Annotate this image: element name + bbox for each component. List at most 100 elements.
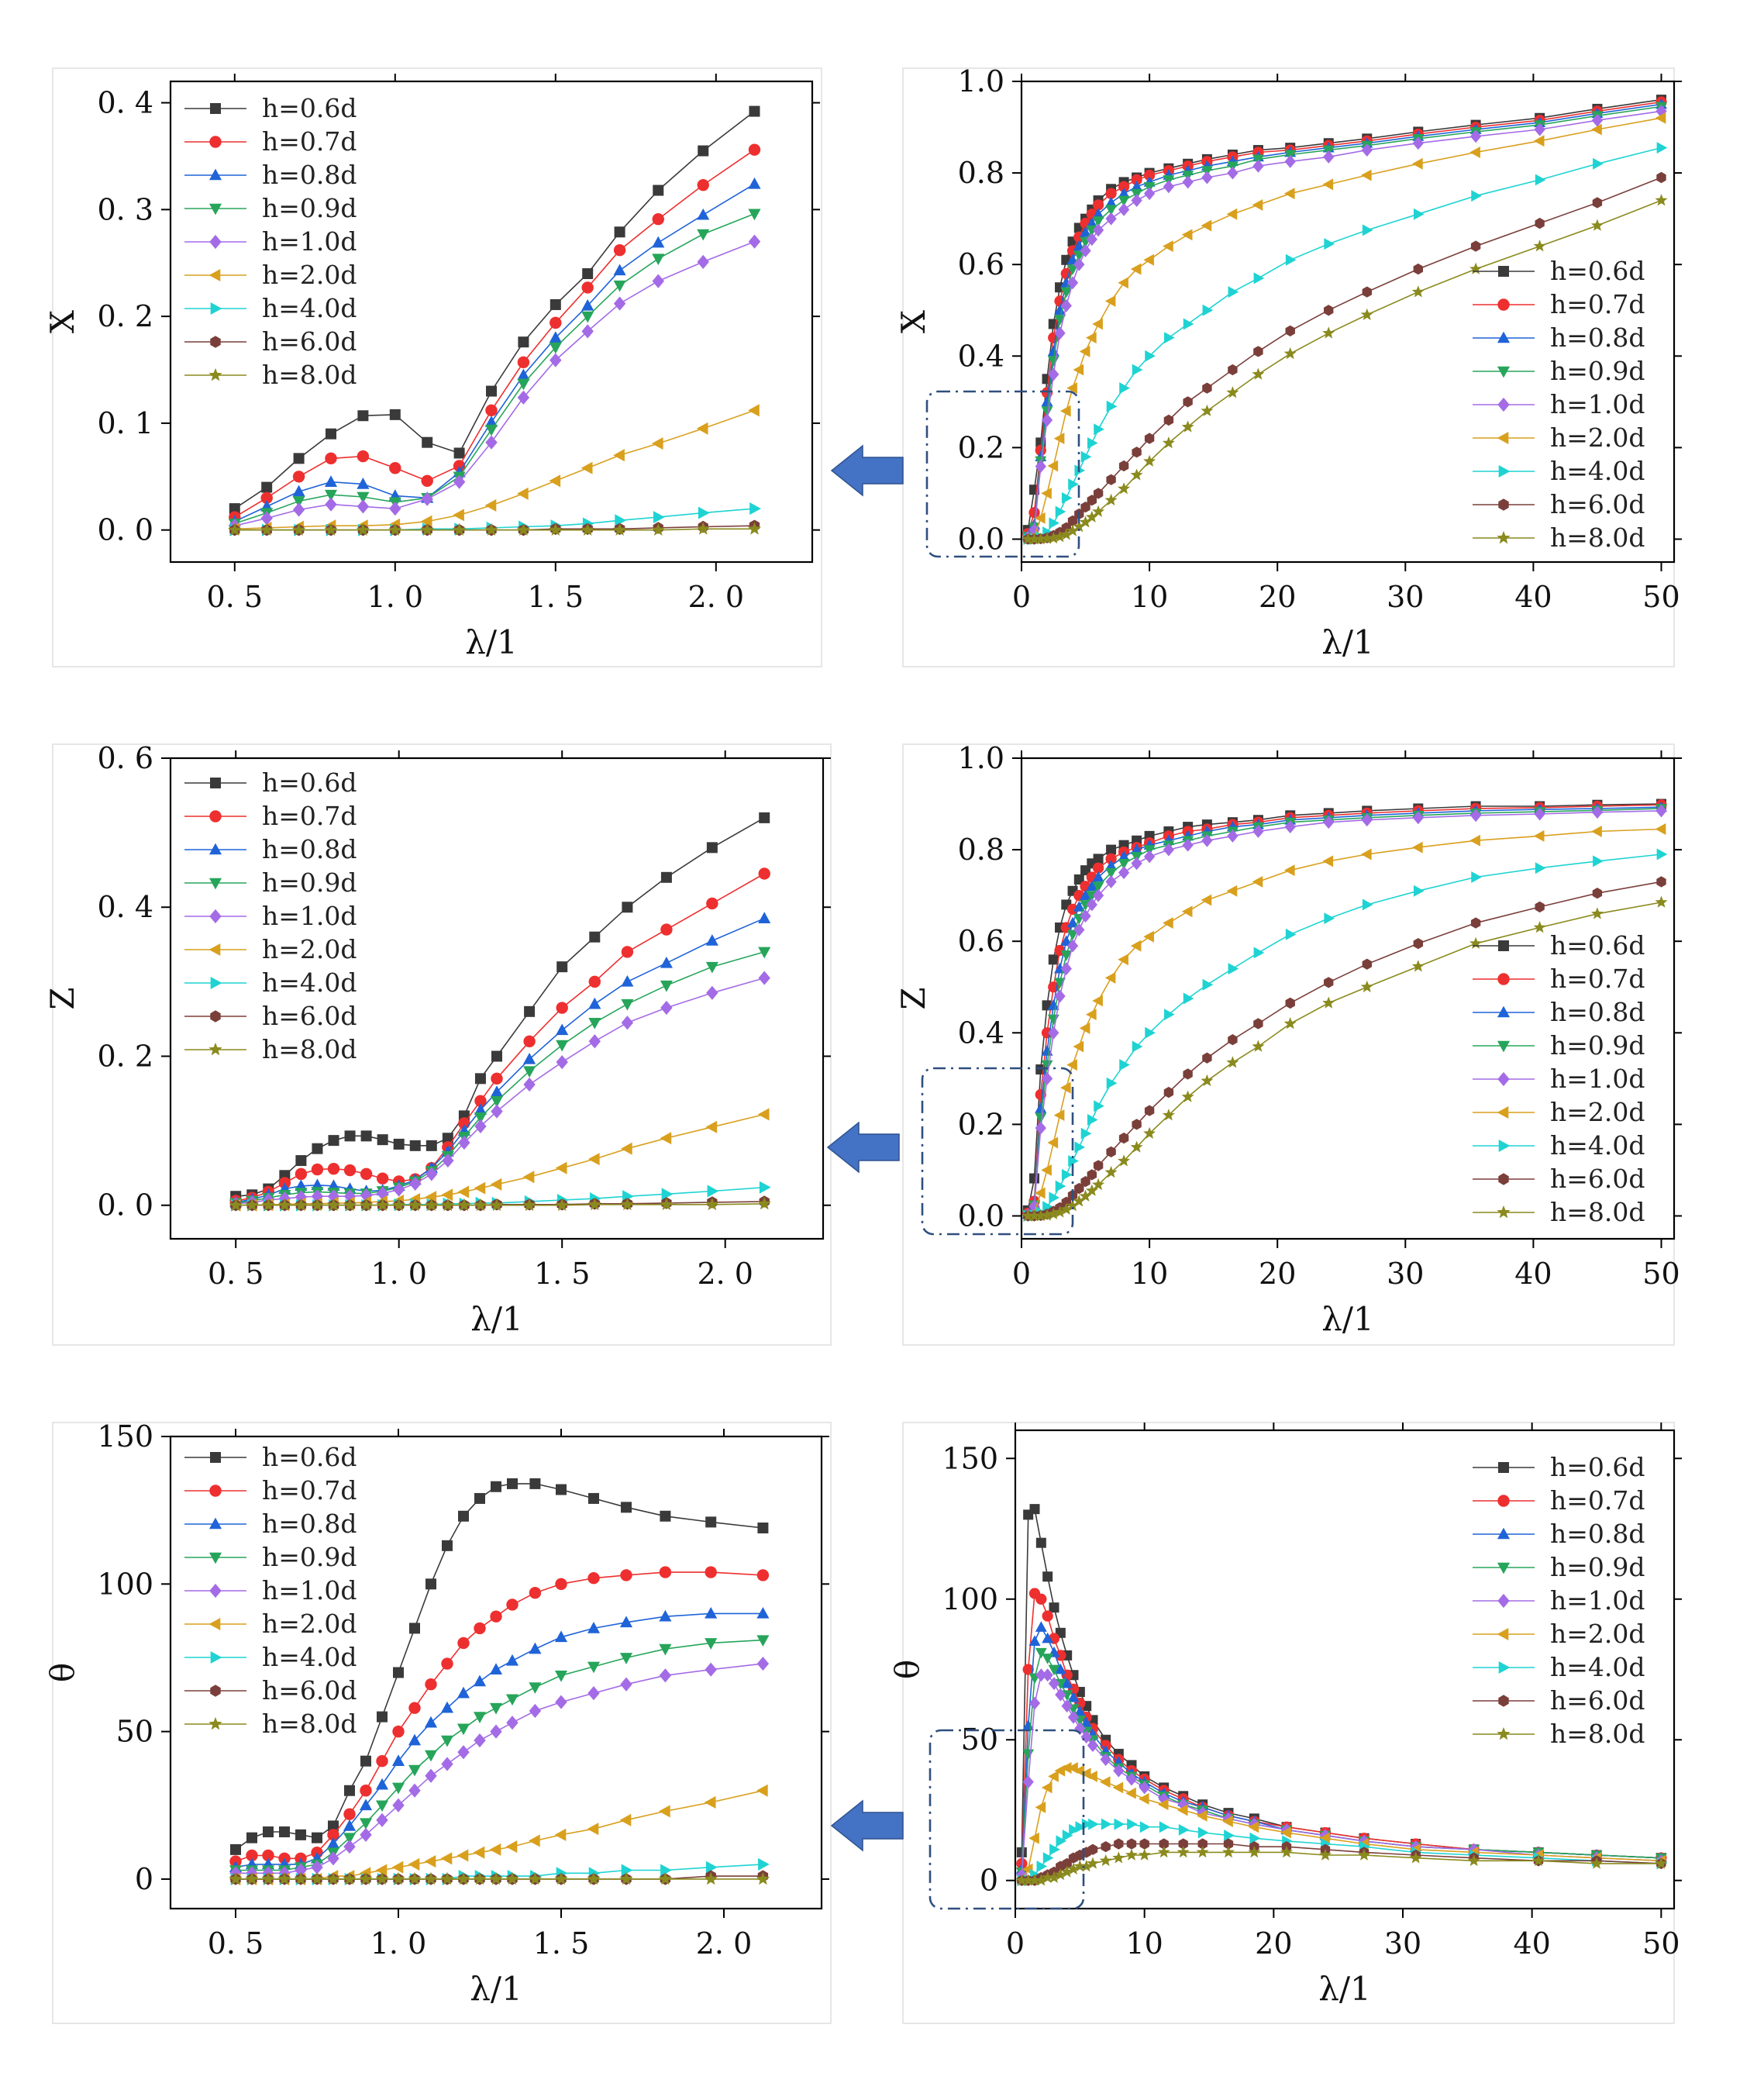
- x-zoom-data-point: [696, 522, 710, 535]
- z-full-data-point: [1094, 1100, 1104, 1112]
- z-full-legend-marker: [1497, 1205, 1511, 1219]
- x-full-y-tick-label: 0.2: [958, 430, 1004, 464]
- x-full-data-point: [1656, 171, 1666, 184]
- theta-zoom-data-point: [312, 1832, 322, 1843]
- x-full-data-point: [1253, 346, 1263, 357]
- theta-zoom-y-axis-label: θ: [43, 1663, 81, 1682]
- z-full-data-point: [1073, 1040, 1084, 1053]
- x-full-plot-area: [1020, 80, 1676, 564]
- x-zoom-data-point: [292, 471, 305, 483]
- theta-zoom-data-point: [587, 1823, 599, 1836]
- theta-full-x-tick-label: 30: [1384, 1926, 1421, 1961]
- theta-zoom-legend-marker: [210, 1452, 221, 1463]
- panel-z-zoom: 0. 5 1. 0 1. 5 2. 0 0. 0 0. 2 0. 4 0. 6 λ/1 Zh=0.…: [43, 741, 832, 1346]
- x-full-data-point: [1655, 104, 1667, 118]
- theta-zoom-series-0: [230, 1478, 769, 1855]
- theta-zoom-data-point: [376, 1754, 388, 1768]
- x-zoom-data-point: [389, 462, 401, 474]
- z-full-y-tick-label: 0.0: [958, 1198, 1004, 1233]
- x-zoom-data-point: [697, 178, 709, 191]
- z-zoom-legend-marker: [210, 778, 221, 788]
- z-zoom-data-point: [705, 1197, 719, 1211]
- z-full-y-axis-label: Z: [894, 987, 932, 1009]
- theta-zoom-data-point: [659, 1566, 672, 1578]
- theta-full-data-point: [1157, 1799, 1169, 1811]
- theta-full-legend-marker: [1498, 1695, 1509, 1707]
- theta-full-data-point: [1028, 1635, 1041, 1647]
- z-full-data-point: [1181, 1090, 1194, 1102]
- z-full-data-point: [1092, 862, 1104, 874]
- z-full-data-point: [1059, 1081, 1071, 1094]
- z-full-data-point: [1143, 1126, 1156, 1139]
- theta-zoom-data-point: [440, 1735, 454, 1747]
- x-zoom-legend-label: h=0.6d: [262, 93, 357, 123]
- theta-full-data-point: [1067, 1691, 1080, 1702]
- x-full-data-point: [1080, 226, 1092, 237]
- x-full-series-8: [1022, 194, 1668, 545]
- x-full-data-point: [1201, 171, 1213, 185]
- z-zoom-y-tick-label: 0. 4: [97, 890, 153, 924]
- x-zoom-data-point: [748, 143, 761, 156]
- theta-zoom-data-point: [489, 1702, 503, 1715]
- z-full-data-point: [1201, 833, 1213, 847]
- z-full-legend-marker: [1498, 1173, 1509, 1185]
- z-zoom-legend-marker: [209, 909, 222, 924]
- z-zoom-data-point: [311, 1163, 324, 1176]
- panel-theta-full: 0 10 20 30 40 50050100150λ/1θh=0.6dh=0.7dh=0.…: [888, 1422, 1682, 2024]
- z-full-series-6: [1023, 848, 1668, 1222]
- z-zoom-legend-marker: [208, 843, 222, 855]
- theta-zoom-data-point: [375, 1778, 389, 1790]
- z-zoom-data-point: [491, 1104, 503, 1119]
- x-full-data-point: [1181, 229, 1193, 241]
- z-zoom-data-point: [758, 912, 771, 923]
- theta-full-data-point: [1099, 1854, 1112, 1867]
- theta-full-data-point: [1015, 1874, 1028, 1886]
- zoom-arrow-1: [830, 444, 904, 497]
- theta-zoom-data-point: [529, 1478, 541, 1489]
- theta-full-data-point: [1196, 1809, 1208, 1822]
- x-full-legend-label: h=6.0d: [1550, 489, 1645, 519]
- z-full-data-point: [1145, 1026, 1156, 1039]
- z-zoom-data-point: [661, 1188, 674, 1201]
- theta-zoom-data-point: [440, 1701, 454, 1713]
- theta-zoom-legend-label: h=2.0d: [262, 1609, 357, 1639]
- theta-zoom-data-point: [587, 1572, 600, 1585]
- theta-zoom-data-point: [360, 1785, 372, 1797]
- x-zoom-series-line: [234, 183, 755, 522]
- x-full-data-point: [1106, 474, 1116, 485]
- x-full-data-point: [1034, 512, 1046, 524]
- theta-zoom-data-point: [408, 1857, 420, 1871]
- x-zoom-series-8: [228, 522, 762, 536]
- x-zoom-data-point: [749, 105, 760, 117]
- theta-zoom-data-point: [409, 1623, 420, 1634]
- x-full-data-point: [1323, 150, 1335, 164]
- x-zoom-series-1: [229, 143, 761, 523]
- z-zoom-legend: h=0.6dh=0.7dh=0.8dh=0.9dh=1.0dh=2.0dh=4.…: [184, 767, 357, 1064]
- z-full-data-point: [1074, 1141, 1086, 1154]
- theta-full-legend-label: h=0.9d: [1550, 1552, 1645, 1582]
- theta-zoom-legend-marker: [208, 1517, 222, 1530]
- z-zoom-y-axis-label: Z: [43, 987, 81, 1009]
- z-full-data-point: [1471, 871, 1482, 883]
- theta-full-data-point: [1112, 1851, 1125, 1864]
- theta-zoom-data-point: [359, 1818, 373, 1830]
- z-zoom-data-point: [588, 1034, 601, 1049]
- x-full-data-point: [1066, 276, 1079, 290]
- theta-zoom-data-point: [246, 1849, 258, 1862]
- theta-full-data-point: [1114, 1818, 1125, 1830]
- z-full-data-point: [1073, 923, 1085, 936]
- z-full-data-point: [1092, 888, 1104, 902]
- theta-full-data-point: [1157, 1846, 1170, 1858]
- theta-zoom-data-point: [619, 1653, 633, 1664]
- zoom-arrow-3: [830, 1799, 904, 1852]
- x-full-data-point: [1202, 382, 1212, 394]
- x-full-data-point: [1322, 178, 1334, 191]
- z-zoom-legend-label: h=6.0d: [262, 1001, 357, 1031]
- z-full-data-point: [1252, 825, 1264, 838]
- x-zoom-data-point: [421, 491, 433, 506]
- z-full-data-point: [1041, 1045, 1053, 1056]
- x-full-data-point: [1105, 205, 1118, 216]
- x-zoom-data-point: [229, 503, 240, 515]
- z-zoom-data-point: [622, 902, 633, 913]
- theta-zoom-data-point: [489, 1843, 501, 1856]
